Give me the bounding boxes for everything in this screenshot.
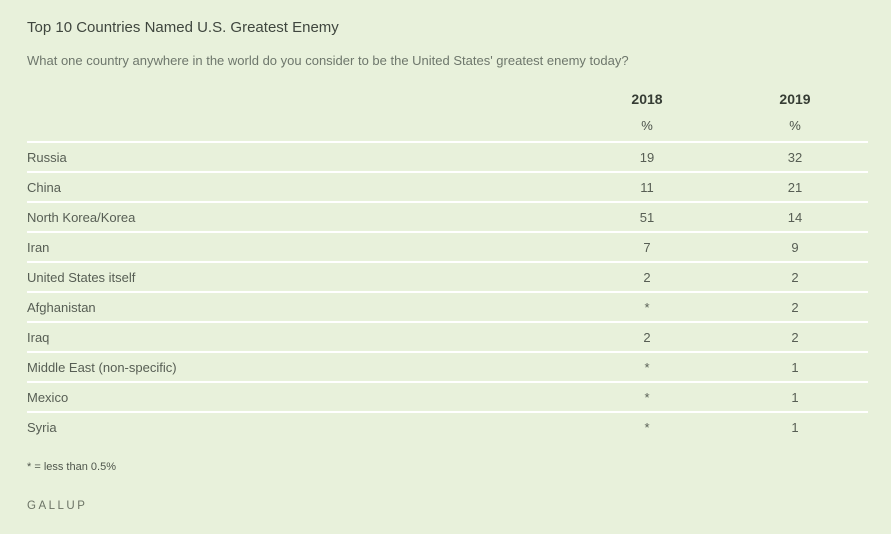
value-cell-2018: 2 [643, 329, 651, 345]
column-header-2018: 2018 [631, 91, 663, 107]
country-cell: Afghanistan [27, 299, 96, 315]
country-cell: Iran [27, 239, 50, 255]
column-header-2019: 2019 [779, 91, 811, 107]
country-cell: Syria [27, 419, 57, 435]
table-row: Russia 19 32 [27, 141, 868, 171]
table-row: Afghanistan * 2 [27, 291, 868, 321]
page-title: Top 10 Countries Named U.S. Greatest Ene… [27, 19, 339, 36]
value-cell-2018: 11 [640, 179, 654, 195]
table-body: Russia 19 32 China 11 21 North Korea/Korea 51 14… [27, 141, 868, 441]
value-cell-2019: 2 [791, 269, 799, 285]
survey-question: What one country anywhere in the world d… [27, 53, 629, 68]
value-cell-2019: 2 [791, 299, 799, 315]
table-row: Mexico * 1 [27, 381, 868, 411]
value-cell-2019: 1 [791, 359, 799, 375]
table-row: Middle East (non-specific) * 1 [27, 351, 868, 381]
table-row: Iran 7 9 [27, 231, 868, 261]
table-row: North Korea/Korea 51 14 [27, 201, 868, 231]
value-cell-2019: 21 [787, 179, 803, 195]
table-row: Syria * 1 [27, 411, 868, 441]
footnote: * = less than 0.5% [27, 461, 116, 473]
table-header-years: 2018 2019 [27, 88, 868, 110]
value-cell-2018: 7 [643, 239, 651, 255]
country-cell: China [27, 179, 61, 195]
value-cell-2019: 1 [791, 419, 799, 435]
value-cell-2019: 9 [791, 239, 799, 255]
table-row: United States itself 2 2 [27, 261, 868, 291]
gallup-wordmark: GALLUP [27, 500, 88, 512]
value-cell-2019: 2 [791, 329, 799, 345]
value-cell-2019: 14 [787, 209, 803, 225]
value-cell-2018: * [644, 389, 650, 405]
value-cell-2019: 32 [787, 149, 803, 165]
value-cell-2018: * [644, 359, 650, 375]
country-cell: Middle East (non-specific) [27, 359, 177, 375]
table-row: China 11 21 [27, 171, 868, 201]
value-cell-2018: 19 [639, 149, 655, 165]
value-cell-2018: * [644, 299, 650, 315]
country-cell: Mexico [27, 389, 69, 405]
value-cell-2018: 2 [643, 269, 651, 285]
country-cell: Iraq [27, 329, 50, 345]
value-cell-2018: * [644, 419, 650, 435]
country-cell: North Korea/Korea [27, 209, 136, 225]
unit-label-2018: % [641, 118, 653, 133]
unit-label-2019: % [789, 118, 801, 133]
value-cell-2019: 1 [791, 389, 799, 405]
country-cell: Russia [27, 149, 67, 165]
table-header-units: % % [27, 110, 868, 141]
country-cell: United States itself [27, 269, 136, 285]
data-table: 2018 2019 % % Russia 19 32 China 11 21 North K… [27, 88, 868, 441]
value-cell-2018: 51 [639, 209, 655, 225]
table-row: Iraq 2 2 [27, 321, 868, 351]
